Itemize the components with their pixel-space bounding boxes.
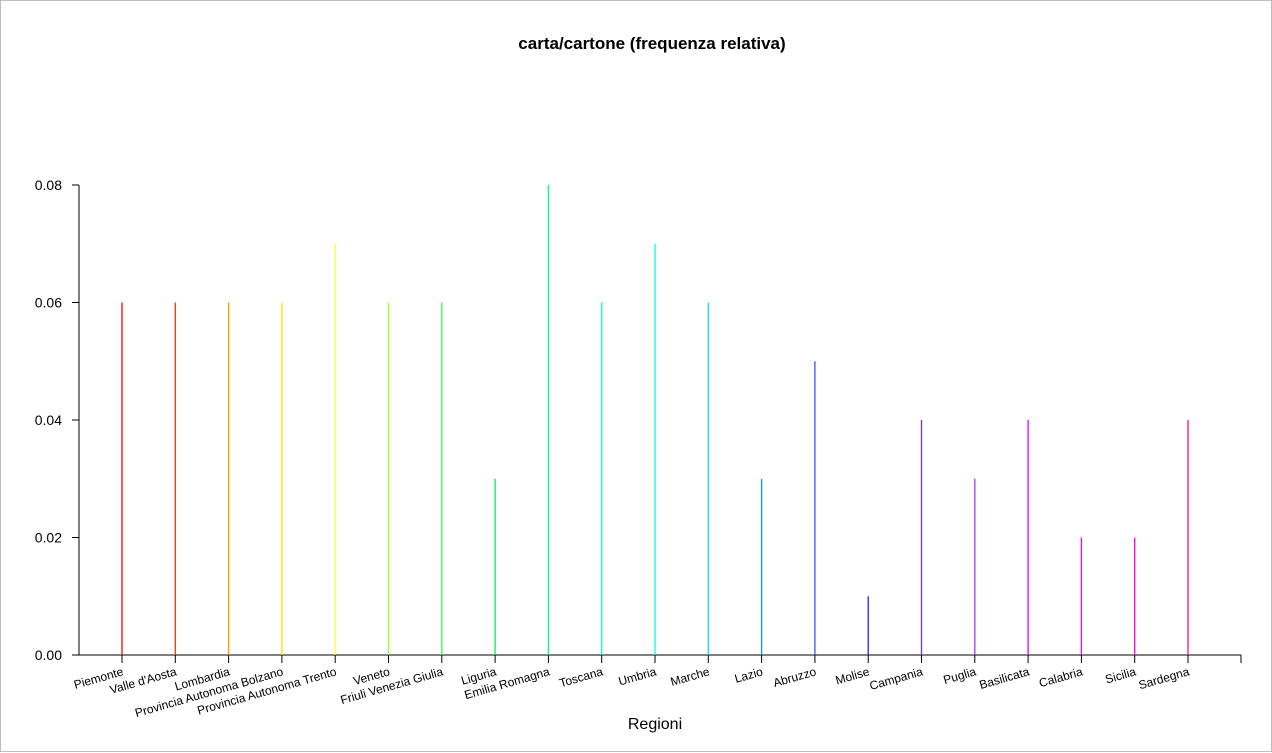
x-tick-label: Sardegna [1137, 664, 1191, 692]
x-tick-label: Abruzzo [772, 664, 818, 690]
y-axis: 0.00 0.02 0.04 0.06 0.08 [35, 177, 80, 663]
y-tick-label: 0.02 [35, 530, 62, 546]
x-tick-label: Marche [669, 664, 712, 689]
y-tick-label: 0.04 [35, 412, 62, 428]
x-tick-label: Sicilia [1104, 664, 1138, 686]
x-tick-label: Lazio [733, 664, 765, 685]
x-tick-label: Molise [834, 664, 872, 687]
x-tick-label: Campania [868, 664, 925, 693]
y-tick-label: 0.06 [35, 295, 62, 311]
x-tick-label: Puglia [942, 664, 978, 687]
x-axis-title: Regioni [628, 716, 682, 733]
x-tick-label: Calabria [1037, 664, 1084, 690]
chart-title: carta/cartone (frequenza relativa) [518, 34, 785, 53]
x-tick-label: Toscana [558, 664, 605, 690]
bars [121, 185, 1189, 655]
y-tick-label: 0.00 [35, 647, 62, 663]
x-tick-label: Basilicata [978, 664, 1032, 692]
x-tick-label: Umbria [617, 664, 658, 688]
y-tick-label: 0.08 [35, 177, 62, 193]
